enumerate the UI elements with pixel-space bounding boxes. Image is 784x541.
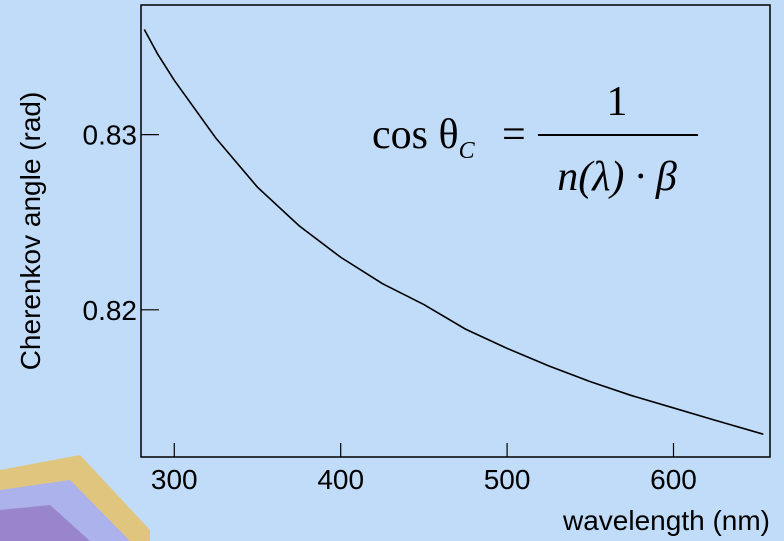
- x-axis-label: wavelength (nm): [562, 505, 770, 536]
- x-tick-label: 600: [650, 464, 697, 495]
- equation-lhs: cos θC: [372, 112, 476, 164]
- equation-denominator: n(λ) · β: [557, 154, 677, 200]
- y-tick-label: 0.83: [83, 120, 138, 151]
- equation-numerator: 1: [607, 79, 628, 125]
- equation: cos θC = 1 n(λ) · β: [372, 79, 698, 200]
- x-tick-label: 400: [317, 464, 364, 495]
- x-tick-label: 300: [151, 464, 198, 495]
- equation-equals: =: [502, 112, 526, 158]
- y-tick-label: 0.82: [83, 295, 138, 326]
- decoration: [0, 455, 150, 541]
- plot-frame: [140, 4, 771, 458]
- x-tick-label: 500: [484, 464, 531, 495]
- y-axis-label: Cherenkov angle (rad): [15, 92, 46, 371]
- data-line: [143, 29, 764, 435]
